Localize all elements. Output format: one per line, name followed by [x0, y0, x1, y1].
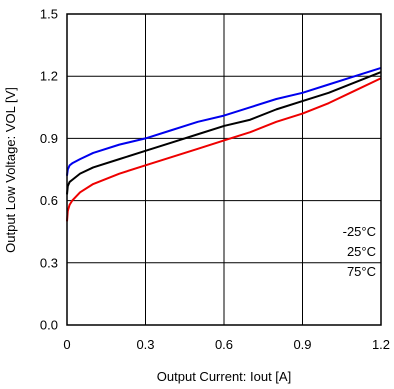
x-axis-label: Output Current: Iout [A]	[157, 369, 291, 384]
series-line-1	[66, 71, 382, 195]
legend-entry-2: 75°C	[347, 264, 376, 279]
y-tick-label: 1.2	[40, 69, 58, 84]
x-tick-label: 0.6	[215, 337, 233, 352]
tick-labels: 0 0.3 0.6 0.9 1.2 0.0 0.3 0.6 0.9 1.2 1.5	[40, 7, 390, 353]
x-tick-label: 0.9	[293, 337, 311, 352]
y-tick-label: 0.0	[40, 318, 58, 333]
legend-entry-1: 25°C	[347, 244, 376, 259]
y-tick-label: 0.3	[40, 255, 58, 270]
series-line-0	[66, 66, 382, 176]
y-tick-label: 1.5	[40, 7, 58, 22]
plot-area-border	[66, 13, 382, 326]
y-tick-label: 0.9	[40, 131, 58, 146]
series-lines	[66, 66, 382, 222]
x-tick-label: 0	[63, 337, 70, 352]
x-tick-label: 1.2	[372, 337, 390, 352]
legend: -25°C 25°C 75°C	[343, 224, 376, 279]
grid	[67, 14, 381, 325]
legend-entry-0: -25°C	[343, 224, 376, 239]
x-tick-label: 0.3	[136, 337, 154, 352]
y-tick-label: 0.6	[40, 193, 58, 208]
series-line-2	[66, 77, 382, 222]
y-axis-label: Output Low Voltage: VOL [V]	[3, 87, 18, 253]
